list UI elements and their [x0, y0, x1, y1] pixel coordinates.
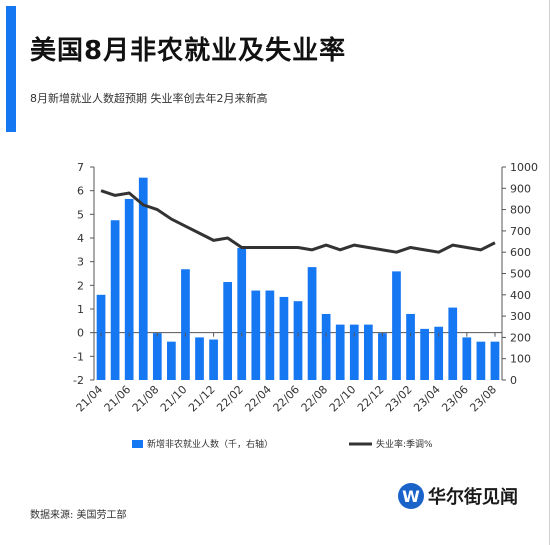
right-tick-label: 600	[510, 246, 531, 259]
right-tick-label: 800	[510, 204, 531, 217]
brand-logo: W 华尔街见闻	[398, 483, 518, 509]
bar-23/05	[448, 307, 458, 380]
unemployment-rate-line	[100, 189, 496, 254]
left-tick-label: 7	[77, 161, 84, 174]
left-tick-label: 0	[77, 327, 84, 340]
logo-text: 华尔街见闻	[428, 487, 518, 508]
left-tick-label: 2	[77, 279, 84, 292]
right-tick-label: 900	[510, 182, 531, 195]
bar-22/09	[335, 324, 345, 380]
title-accent-bar	[6, 6, 16, 132]
left-tick-label: -1	[73, 350, 84, 363]
bar-22/08	[321, 313, 331, 380]
left-tick-label: -2	[73, 374, 84, 387]
legend-bar-swatch	[132, 440, 143, 448]
x-tick-label: 22/02	[214, 383, 246, 415]
x-tick-label: 21/04	[74, 383, 106, 415]
bar-23/04	[434, 326, 444, 380]
right-tick-label: 100	[510, 353, 531, 366]
x-tick-label: 22/06	[271, 383, 303, 415]
chart-title: 美国8月非农就业及失业率	[30, 36, 347, 66]
bar-21/08	[152, 333, 162, 380]
bar-23/01	[392, 271, 401, 380]
bar-22/06	[293, 301, 303, 380]
x-tick-label: 22/04	[242, 383, 274, 415]
x-tick-label: 23/08	[467, 383, 499, 415]
bar-22/07	[307, 267, 317, 380]
bar-22/02	[237, 247, 247, 380]
left-tick-label: 5	[77, 208, 84, 221]
legend-line-label: 失业率:季调%	[376, 438, 433, 450]
legend-bar-label: 新增非农就业人数（千，右轴）	[147, 438, 273, 450]
x-tick-label: 21/08	[130, 383, 162, 415]
right-tick-label: 300	[510, 310, 531, 323]
bar-21/09	[167, 341, 176, 380]
x-tick-label: 23/04	[411, 383, 443, 415]
left-tick-label: 3	[77, 256, 84, 269]
data-source: 数据来源: 美国劳工部	[30, 510, 127, 521]
bar-21/06	[124, 198, 134, 380]
bar-21/10	[181, 269, 190, 380]
left-tick-label: 6	[77, 185, 84, 198]
logo-icon: W	[398, 483, 424, 509]
x-tick-label: 22/10	[327, 383, 359, 415]
right-tick-label: 0	[510, 374, 517, 387]
bar-22/01	[223, 282, 233, 380]
x-tick-label: 22/12	[355, 383, 387, 415]
bar-23/08	[490, 341, 500, 380]
bar-21/05	[110, 220, 120, 380]
bar-23/06	[462, 337, 472, 380]
right-tick-label: 400	[510, 289, 531, 302]
bar-23/07	[476, 341, 486, 380]
bar-23/02	[406, 313, 415, 380]
chart-subtitle: 8月新增就业人数超预期 失业率创去年2月来新高	[30, 92, 268, 105]
bar-21/04	[96, 294, 106, 380]
left-tick-label: 1	[77, 303, 84, 316]
bar-22/10	[349, 324, 359, 380]
x-tick-label: 23/06	[439, 383, 471, 415]
x-tick-label: 23/02	[383, 383, 415, 415]
left-tick-label: 4	[77, 232, 84, 245]
right-tick-label: 200	[510, 331, 531, 344]
x-tick-label: 21/06	[102, 383, 134, 415]
bar-22/05	[279, 296, 289, 380]
bar-21/07	[138, 177, 148, 380]
bar-22/11	[363, 324, 373, 380]
bar-21/11	[195, 337, 204, 380]
bar-23/03	[420, 328, 429, 380]
x-tick-label: 21/12	[186, 383, 218, 415]
x-tick-label: 22/08	[299, 383, 331, 415]
right-tick-label: 700	[510, 225, 531, 238]
right-tick-label: 500	[510, 268, 531, 281]
x-tick-label: 21/10	[158, 383, 190, 415]
bar-21/12	[209, 339, 218, 380]
bar-22/03	[251, 290, 261, 380]
right-tick-label: 1000	[510, 161, 538, 174]
bar-22/12	[378, 333, 387, 380]
